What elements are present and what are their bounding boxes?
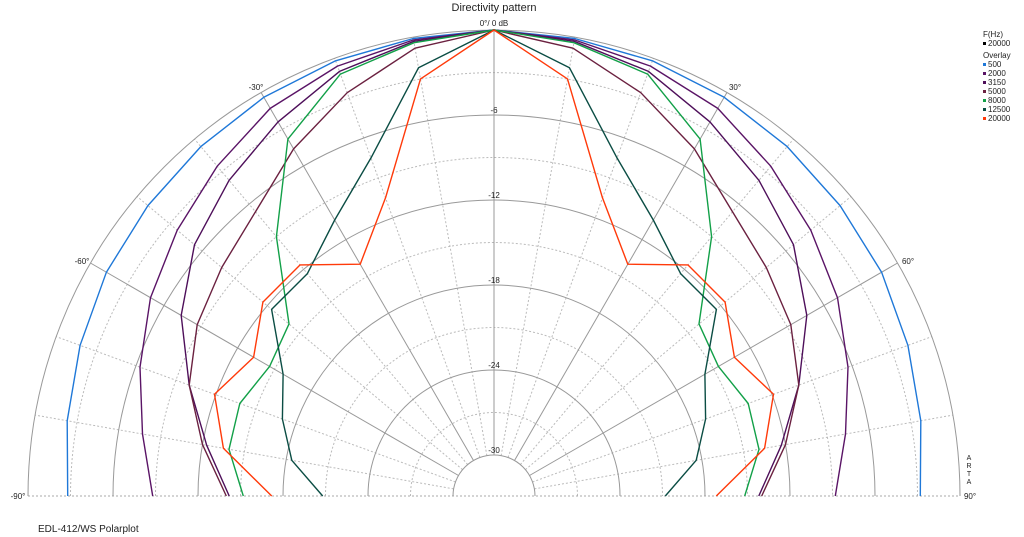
- radial-tick-label: -6: [490, 106, 498, 115]
- grid-radial-minor: [534, 414, 954, 490]
- arta-watermark: ARTA: [966, 455, 972, 486]
- legend-item: 20000: [983, 114, 1011, 123]
- legend-swatch: [983, 90, 986, 94]
- grid-radial-minor: [55, 336, 456, 483]
- legend-swatch: [983, 72, 986, 76]
- angle-tick-label: -30°: [249, 83, 264, 92]
- legend-label: 5000: [988, 87, 1006, 96]
- grid-radial-minor: [507, 57, 654, 458]
- grid-circle-major: [112, 114, 876, 497]
- legend-swatch: [983, 42, 986, 46]
- angle-tick-label: -60°: [75, 257, 90, 266]
- legend-label: 8000: [988, 96, 1006, 105]
- grid-radial-minor: [334, 57, 481, 458]
- legend-label: 2000: [988, 69, 1006, 78]
- series-line-20000: [213, 29, 775, 497]
- radial-tick-label: -18: [488, 276, 500, 285]
- radial-tick-label: -30: [488, 446, 500, 455]
- grid-radial-major: [514, 92, 728, 461]
- legend-item: 500: [983, 60, 1011, 69]
- grid-radial-minor: [519, 138, 794, 465]
- legend-swatch: [983, 99, 986, 103]
- legend-swatch: [983, 117, 986, 121]
- grid-radial-major: [90, 262, 459, 476]
- grid-circle-major: [452, 454, 536, 497]
- chart-title: Directivity pattern: [452, 2, 537, 14]
- legend-overlay-header: Overlay: [983, 51, 1011, 60]
- grid-radial-major: [529, 262, 898, 476]
- angle-tick-label: -90°: [11, 492, 26, 501]
- legend-header: F(Hz): [983, 30, 1003, 39]
- legend-swatch: [983, 81, 986, 85]
- grid-circle-major: [367, 369, 621, 497]
- legend: F(Hz) 20000 Overlay 500 2000 3150 5000 8000 1…: [983, 30, 1011, 123]
- grid-radial-minor: [532, 336, 933, 483]
- grid-radial-major: [260, 92, 474, 461]
- legend-item: 3150: [983, 78, 1011, 87]
- legend-item: 2000: [983, 69, 1011, 78]
- grid-circle-major: [197, 199, 791, 497]
- legend-label: 3150: [988, 78, 1006, 87]
- legend-items: 500 2000 3150 5000 8000 12500 20000: [983, 60, 1011, 123]
- grid-radial-minor: [525, 196, 852, 471]
- legend-current-label: 20000: [988, 39, 1011, 48]
- angle-tick-label: 90°: [964, 492, 976, 501]
- legend-item: 8000: [983, 96, 1011, 105]
- grid-radial-minor: [136, 196, 463, 471]
- radial-tick-label: -12: [488, 191, 500, 200]
- legend-item: 12500: [983, 105, 1011, 114]
- legend-current: 20000: [983, 39, 1011, 48]
- angle-tick-label: 60°: [902, 257, 914, 266]
- grid-circle-major: [282, 284, 706, 497]
- footer-caption: EDL-412/WS Polarplot: [38, 524, 139, 535]
- grid-radial-minor: [194, 138, 469, 465]
- angle-tick-label: 30°: [729, 83, 741, 92]
- top-label: 0°/ 0 dB: [480, 19, 509, 28]
- grid-radial-minor: [412, 36, 488, 456]
- legend-label: 500: [988, 60, 1002, 69]
- legend-item: 5000: [983, 87, 1011, 96]
- grid-circle-minor: [240, 242, 748, 497]
- legend-swatch: [983, 63, 986, 67]
- grid-radial-minor: [34, 414, 454, 490]
- radial-tick-label: -24: [488, 361, 500, 370]
- grid-radial-minor: [500, 36, 576, 456]
- legend-label: 12500: [988, 105, 1011, 114]
- legend-label: 20000: [988, 114, 1011, 123]
- legend-swatch: [983, 108, 986, 112]
